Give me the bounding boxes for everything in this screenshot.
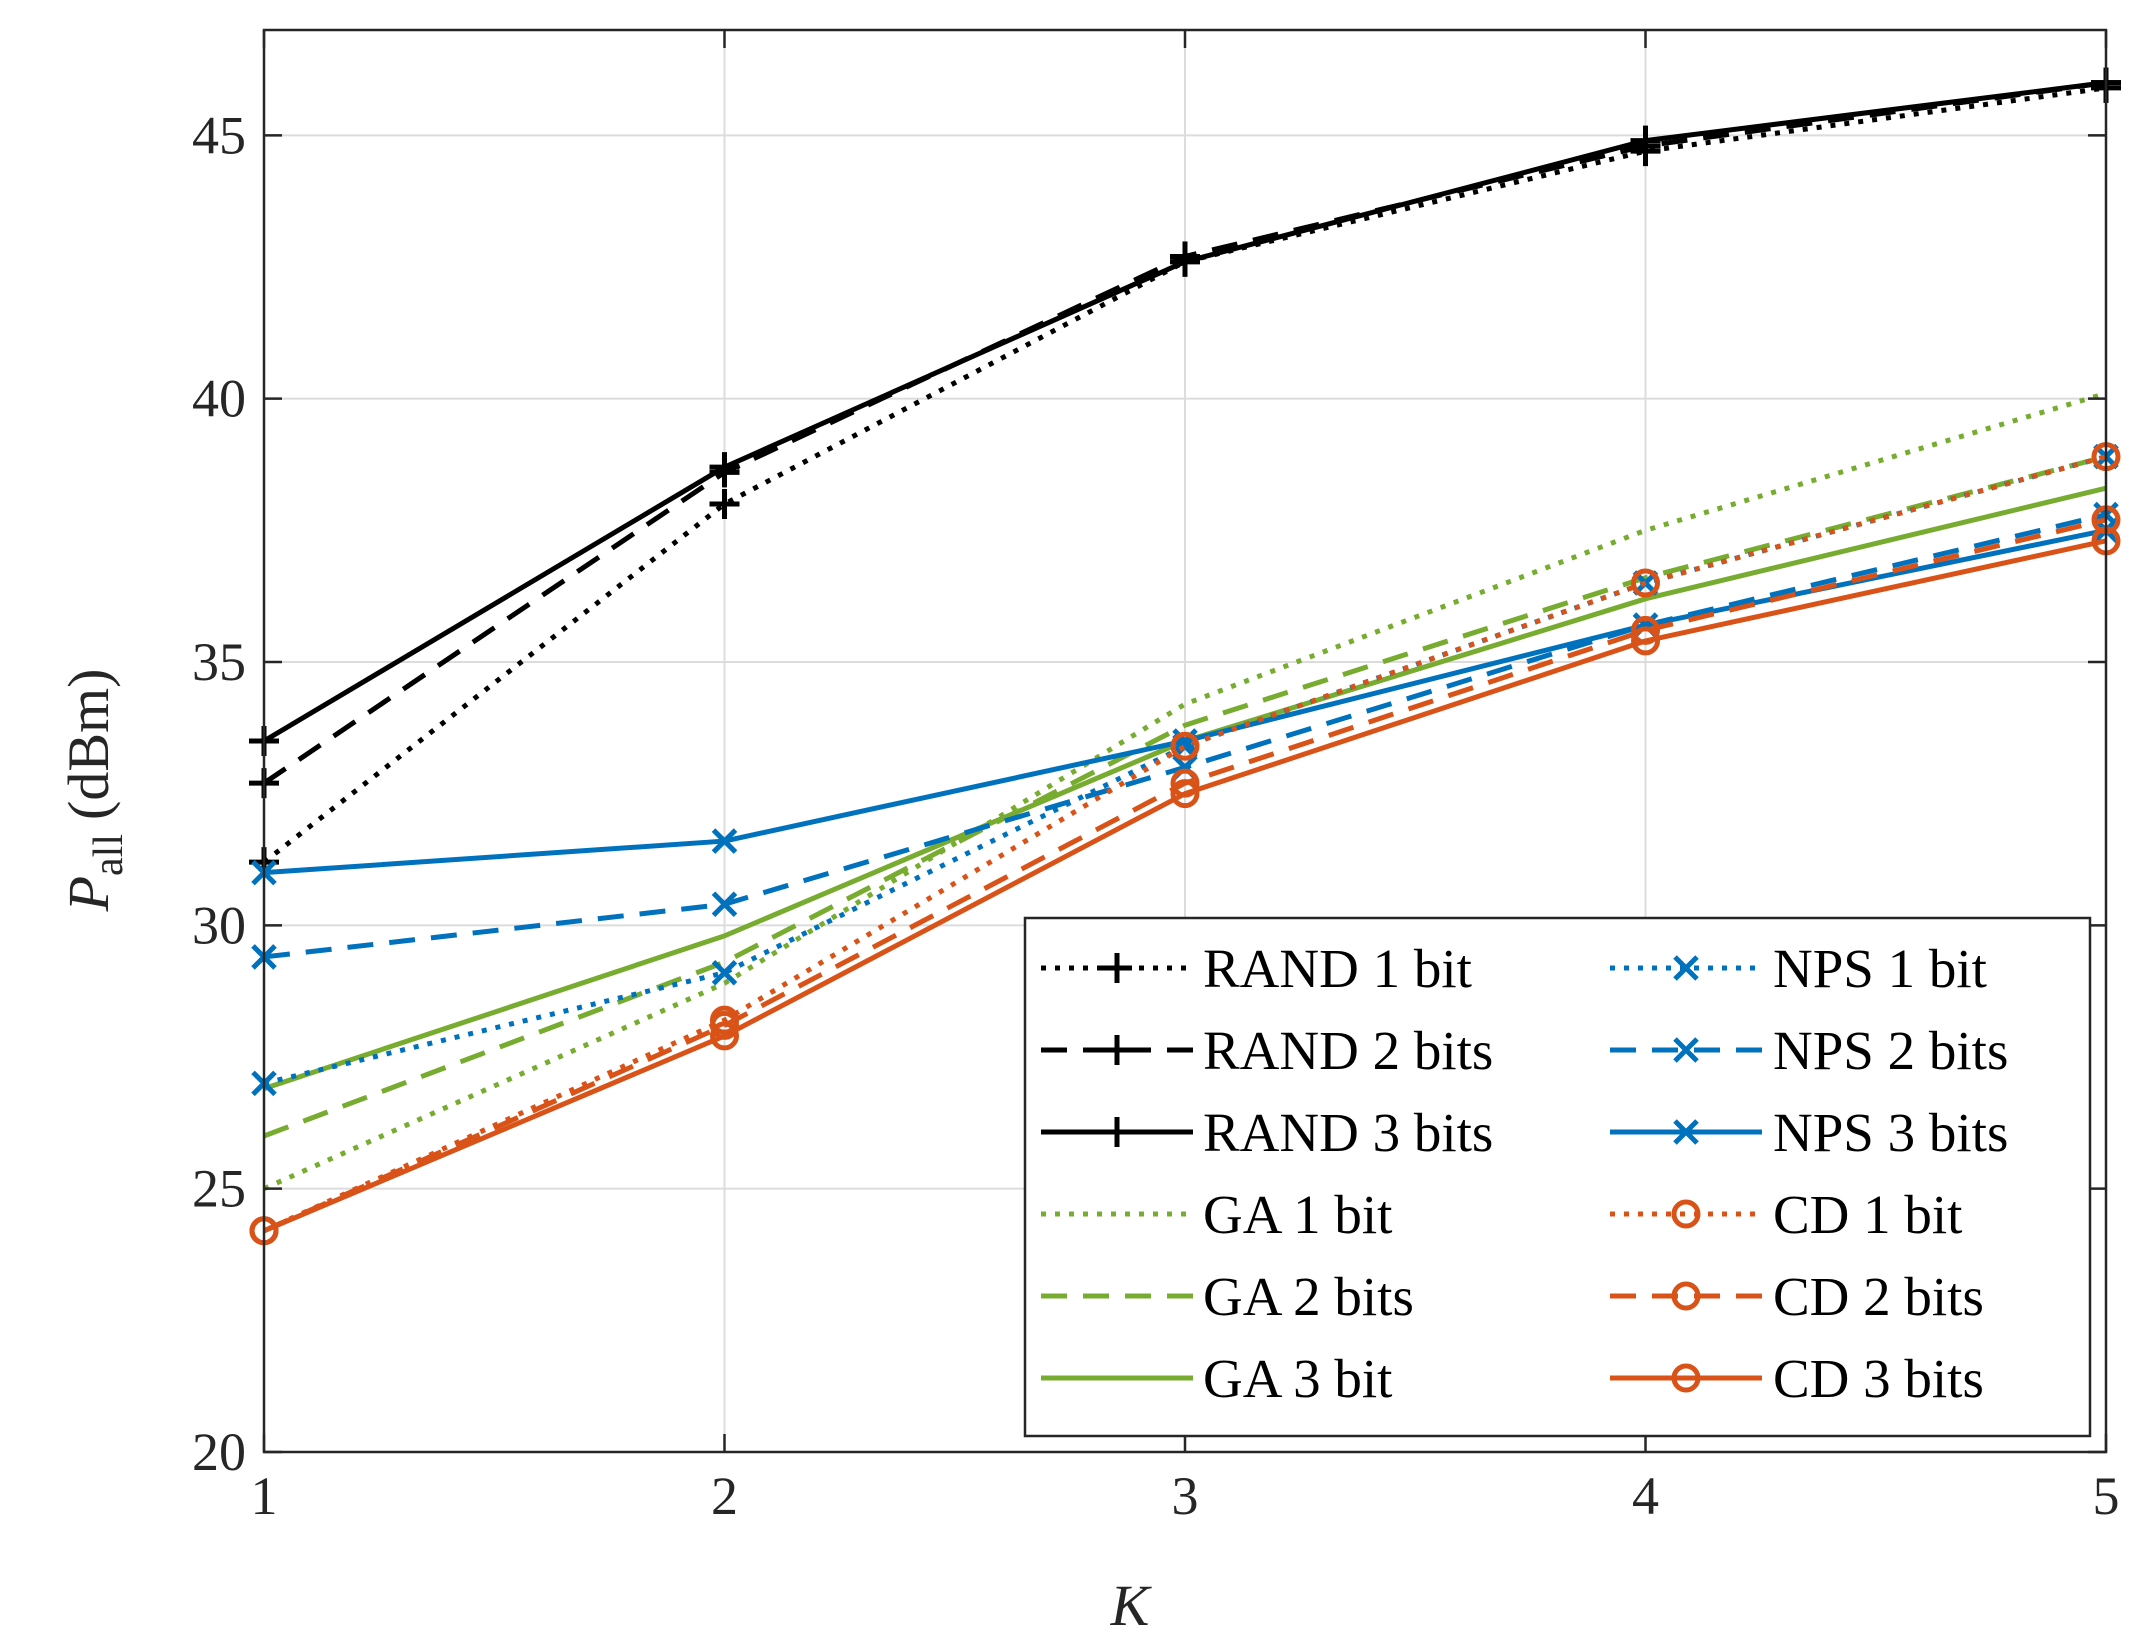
- legend-box: [1023, 916, 2092, 1438]
- legend-label: GA 1 bit: [1203, 1184, 1392, 1245]
- data-point-rand-1-bit: [709, 489, 740, 519]
- data-point-nps-3-bits: [1172, 728, 1198, 754]
- series-ga-2-bits: [263, 454, 2107, 1139]
- y-tick-label: 30: [192, 895, 246, 955]
- y-tick-label: 40: [192, 369, 246, 429]
- legend-marker: [1102, 1035, 1132, 1065]
- legend-marker: [1673, 955, 1699, 981]
- legend-label: GA 2 bits: [1203, 1266, 1414, 1327]
- legend-marker: [1671, 1281, 1701, 1311]
- legend-marker: [1673, 1119, 1699, 1145]
- legend-entry-ga-2-bits: GA 2 bits: [1041, 1266, 1414, 1327]
- y-tick-label: 45: [192, 105, 246, 165]
- legend-entry-nps-2-bits: NPS 2 bits: [1610, 1020, 2008, 1081]
- series-line-cd-1-bit: [262, 454, 2107, 1234]
- y-axis-label-symbol: P: [56, 876, 121, 912]
- data-point-cd-1-bit: [1631, 568, 1660, 598]
- data-point-nps-2-bits: [711, 891, 738, 918]
- legend: RAND 1 bit RAND 2 bits RAND 3 bits GA 1 bit…: [1023, 916, 2092, 1438]
- legend-entry-nps-1-bit: NPS 1 bit: [1610, 938, 1987, 999]
- axes: [262, 28, 2108, 1454]
- legend-entry-cd-1-bit: CD 1 bit: [1610, 1184, 1962, 1245]
- x-tick-label: 1: [251, 1466, 278, 1526]
- data-point-rand-3-bits: [709, 452, 740, 483]
- series-line-ga-1-bit: [262, 391, 2107, 1191]
- legend-marker: [1102, 1117, 1132, 1147]
- y-tick-label: 35: [192, 632, 246, 692]
- data-point-rand-3-bits: [1170, 246, 1200, 277]
- legend-entry-ga-1-bit: GA 1 bit: [1041, 1184, 1392, 1245]
- y-axis-label: Pall (dBm): [56, 669, 132, 913]
- y-tick-label: 25: [192, 1159, 246, 1219]
- data-point-cd-3-bits: [710, 1021, 739, 1051]
- data-point-cd-3-bits: [1631, 626, 1660, 656]
- legend-label: CD 1 bit: [1773, 1184, 1962, 1245]
- y-tick-label: 20: [192, 1422, 246, 1482]
- legend-marker: [1673, 1037, 1699, 1063]
- x-tick-label: 3: [1172, 1466, 1199, 1526]
- series-line-ga-2-bits: [263, 454, 2107, 1139]
- legend-entry-rand-2-bits: RAND 2 bits: [1041, 1020, 1493, 1081]
- data-point-cd-1-bit: [1170, 731, 1200, 761]
- legend-entry-rand-3-bits: RAND 3 bits: [1041, 1102, 1493, 1163]
- legend-marker: [1671, 1199, 1701, 1229]
- legend-marker: [1102, 953, 1132, 983]
- legend-label: RAND 1 bit: [1203, 938, 1472, 999]
- legend-label: RAND 3 bits: [1203, 1102, 1493, 1163]
- series-ga-1-bit: [262, 391, 2107, 1191]
- data-point-nps-1-bit: [711, 959, 738, 986]
- legend-label: NPS 1 bit: [1773, 938, 1987, 999]
- legend-entry-cd-3-bits: CD 3 bits: [1610, 1348, 1984, 1409]
- legend-entry-ga-3-bit: GA 3 bit: [1041, 1348, 1392, 1409]
- x-tick-label: 5: [2093, 1466, 2120, 1526]
- x-tick-label: 2: [711, 1466, 738, 1526]
- legend-label: GA 3 bit: [1203, 1348, 1392, 1409]
- data-point-cd-3-bits: [1170, 779, 1200, 809]
- x-axis-label: K: [1110, 1573, 1153, 1638]
- legend-entry-rand-1-bit: RAND 1 bit: [1041, 938, 1472, 999]
- legend-entry-nps-3-bits: NPS 3 bits: [1610, 1102, 2008, 1163]
- legend-entry-cd-2-bits: CD 2 bits: [1610, 1266, 1984, 1327]
- legend-label: CD 3 bits: [1773, 1348, 1984, 1409]
- y-axis-label-unit: (dBm): [56, 669, 121, 820]
- x-tick-label: 4: [1632, 1466, 1659, 1526]
- data-point-nps-3-bits: [711, 828, 738, 854]
- y-axis-label-subscript: all: [86, 834, 132, 876]
- legend-label: CD 2 bits: [1773, 1266, 1984, 1327]
- legend-label: RAND 2 bits: [1203, 1020, 1493, 1081]
- legend-label: NPS 3 bits: [1773, 1102, 2008, 1163]
- data-point-rand-3-bits: [1630, 125, 1661, 156]
- legend-marker: [1671, 1363, 1701, 1393]
- series-line-cd-3-bits: [263, 538, 2107, 1234]
- legend-label: NPS 2 bits: [1773, 1020, 2008, 1081]
